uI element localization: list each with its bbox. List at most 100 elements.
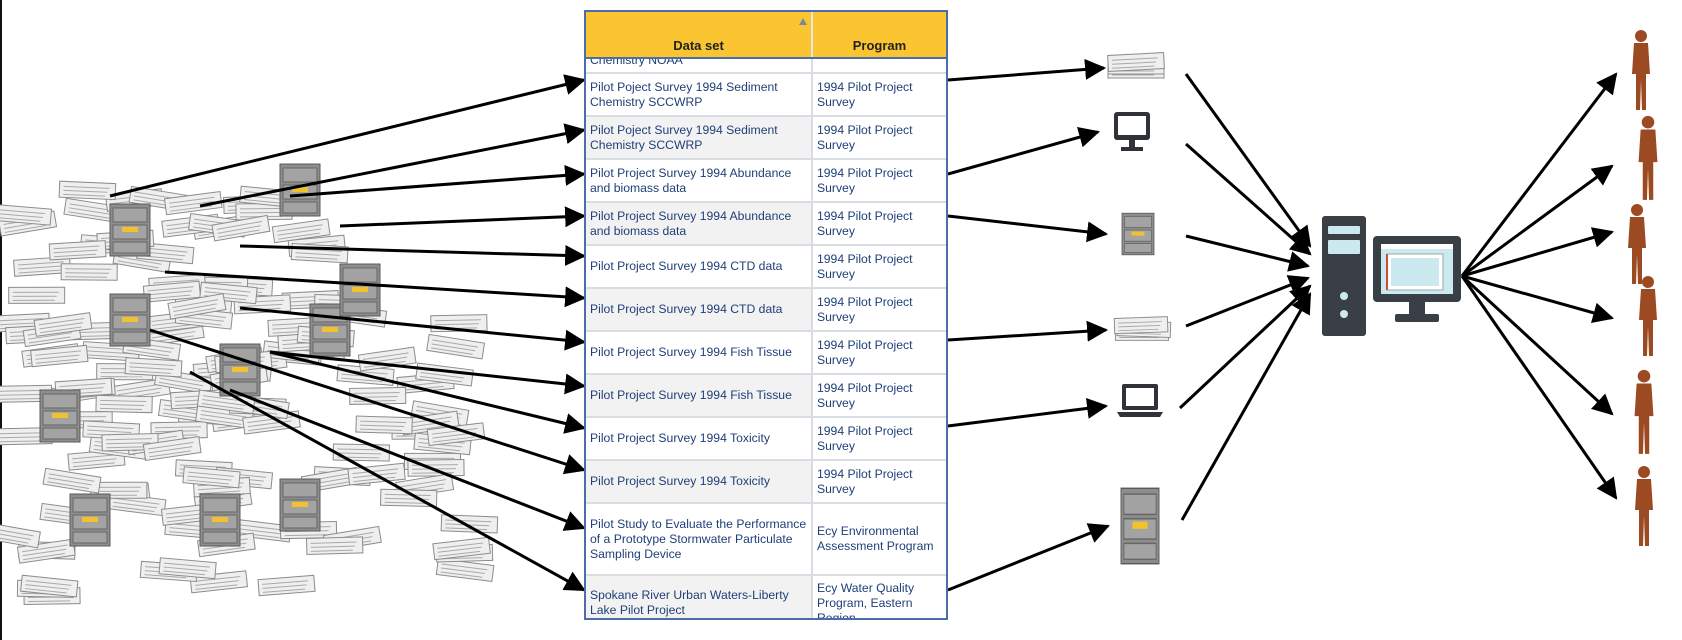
column-header-program[interactable]: Program — [813, 12, 946, 57]
program-link[interactable]: 1994 Pilot Project Survey — [817, 208, 913, 238]
arrow-papers-1-to-hub — [1184, 73, 1312, 248]
program-link[interactable]: Ecy Environmental Assessment Program — [817, 524, 934, 553]
arrow-hub-to-person-1 — [1460, 72, 1618, 277]
column-header-label: Program — [852, 38, 907, 53]
program-cell[interactable]: 1994 Pilot Project Survey — [813, 246, 946, 287]
program-link[interactable]: Ecy Water Quality Program, Eastern Regio… — [817, 580, 915, 620]
arrow-hub-to-person-3 — [1461, 227, 1615, 278]
data-set-cell[interactable]: Pilot Project Survey 1994 Abundance and … — [586, 203, 813, 244]
data-set-link[interactable]: Pilot Project Survey 1994 CTD data — [590, 302, 783, 316]
paper-sheet-icon — [124, 357, 183, 378]
column-header-data-set[interactable]: Data set — [586, 12, 813, 57]
arrow-table-to-papers-1 — [947, 58, 1107, 82]
data-set-link[interactable]: Pilot Project Survey 1994 CTD data — [590, 259, 783, 273]
program-cell[interactable]: 1994 Pilot Project Survey — [813, 289, 946, 330]
table-row: Pilot Project Survey 1994 Abundance and … — [586, 203, 946, 246]
data-set-link[interactable]: Pilot Poject Survey 1994 Sediment Chemis… — [590, 122, 778, 152]
paper-sheet-icon — [0, 203, 52, 226]
program-cell[interactable]: 1994 Pilot Project Survey — [813, 117, 946, 158]
program-cell[interactable]: Ecy Water Quality Program, Eastern Regio… — [813, 576, 946, 620]
arrow-cabinet-2-to-hub — [1180, 292, 1312, 521]
program-link[interactable]: 1994 Pilot Project Survey — [817, 122, 913, 152]
data-set-link[interactable]: Pilot Project Survey 1994 Toxicity — [590, 474, 770, 488]
arrow-monitor-to-hub — [1185, 142, 1312, 256]
program-link[interactable]: 1994 Pilot Project Survey — [817, 380, 913, 410]
program-cell[interactable]: 1994 Pilot Project Survey — [813, 160, 946, 201]
program-link[interactable]: 1994 Pilot Project Survey — [817, 165, 913, 195]
arrow-table-to-laptop — [947, 397, 1109, 428]
paper-sheet-icon — [58, 180, 117, 201]
data-set-link[interactable]: Pilot Project Survey 1994 Abundance and … — [590, 208, 792, 238]
desktop-computer-icon — [1322, 216, 1461, 336]
file-cabinet-icon — [69, 493, 111, 547]
data-set-link[interactable]: Pilot Poject Survey 1994 Sediment Chemis… — [590, 79, 778, 109]
data-set-link[interactable]: Pilot Project Survey 1994 Toxicity — [590, 431, 770, 445]
arrow-table-to-cabinet-1 — [947, 214, 1109, 243]
arrow-pile-to-row-9 — [269, 350, 587, 434]
table-rows: Pilot Poject Survey 1994 Sediment Chemis… — [586, 74, 946, 620]
data-set-link[interactable]: Pilot Project Survey 1994 Fish Tissue — [590, 345, 792, 359]
table-row: Pilot Project Survey 1994 Abundance and … — [586, 160, 946, 203]
data-set-cell[interactable]: Pilot Project Survey 1994 Fish Tissue — [586, 375, 813, 416]
file-cabinet-icon — [109, 203, 151, 257]
paper-sheet-icon — [60, 263, 118, 281]
data-set-cell[interactable]: Pilot Poject Survey 1994 Sediment Chemis… — [586, 74, 813, 115]
paper-sheet-icon — [0, 521, 41, 549]
data-set-cell[interactable]: Pilot Project Survey 1994 CTD data — [586, 246, 813, 287]
program-cell[interactable]: 1994 Pilot Project Survey — [813, 332, 946, 373]
arrow-pile-to-row-4 — [339, 206, 587, 228]
program-link[interactable]: 1994 Pilot Project Survey — [817, 79, 913, 109]
arrow-hub-to-person-6 — [1460, 275, 1618, 500]
program-link[interactable]: 1994 Pilot Project Survey — [817, 337, 913, 367]
file-cabinet-icon — [199, 493, 241, 547]
data-set-cell[interactable]: Pilot Study to Evaluate the Performance … — [586, 504, 813, 574]
program-link[interactable]: 1994 Pilot Project Survey — [817, 423, 913, 453]
table-row: Spokane River Urban Waters-Liberty Lake … — [586, 576, 946, 620]
arrow-hub-to-person-2 — [1461, 164, 1614, 278]
paper-sheet-icon — [95, 394, 153, 414]
arrow-pile-to-row-7 — [239, 306, 587, 351]
paper-stack-icon — [1107, 52, 1165, 79]
program-cell[interactable]: 1994 Pilot Project Survey — [813, 74, 946, 115]
data-set-link[interactable]: Pilot Project Survey 1994 Fish Tissue — [590, 388, 792, 402]
arrow-table-to-papers-2 — [947, 320, 1109, 342]
person-icon — [1628, 204, 1646, 284]
person-icon — [1634, 369, 1654, 454]
table-row: Pilot Project Survey 1994 Fish Tissue 199… — [586, 332, 946, 375]
data-set-cell[interactable]: Pilot Project Survey 1994 Fish Tissue — [586, 332, 813, 373]
program-cell[interactable]: 1994 Pilot Project Survey — [813, 461, 946, 502]
paper-sheet-icon — [440, 514, 499, 534]
program-link[interactable]: 1994 Pilot Project Survey — [817, 294, 913, 324]
program-cell[interactable]: 1994 Pilot Project Survey — [813, 203, 946, 244]
arrow-papers-2-to-hub — [1185, 275, 1310, 328]
program-link[interactable]: 1994 Pilot Project Survey — [817, 251, 913, 281]
program-cell[interactable]: 1994 Pilot Project Survey — [813, 418, 946, 459]
icons-to-hub-arrows — [1178, 73, 1312, 521]
paper-sheet-icon — [257, 574, 316, 597]
person-icon — [1635, 466, 1653, 546]
data-set-cell[interactable]: Pilot Project Survey 1994 CTD data — [586, 289, 813, 330]
pile-to-table-arrows — [109, 74, 587, 592]
table-header: Data set Program — [586, 12, 946, 59]
data-set-cell[interactable]: Pilot Project Survey 1994 Toxicity — [586, 461, 813, 502]
file-cabinet-icon — [39, 389, 81, 443]
data-set-link[interactable]: Pilot Project Survey 1994 Abundance and … — [590, 165, 792, 195]
data-set-cell[interactable]: Pilot Poject Survey 1994 Sediment Chemis… — [586, 117, 813, 158]
arrow-pile-to-row-10 — [149, 328, 586, 475]
person-icon — [1632, 30, 1650, 110]
file-cabinet-icon — [1121, 212, 1155, 256]
data-set-cell[interactable]: Pilot Project Survey 1994 Abundance and … — [586, 160, 813, 201]
data-set-link[interactable]: Pilot Study to Evaluate the Performance … — [590, 516, 807, 561]
data-set-cell[interactable]: Pilot Project Survey 1994 Toxicity — [586, 418, 813, 459]
arrow-pile-to-row-2 — [199, 123, 587, 208]
data-set-cell[interactable]: Spokane River Urban Waters-Liberty Lake … — [586, 576, 813, 618]
table-row: Pilot Project Survey 1994 Toxicity 1994 P… — [586, 418, 946, 461]
hub-to-people-arrows — [1460, 72, 1618, 500]
person-icon — [1639, 276, 1657, 356]
program-cell[interactable]: Ecy Environmental Assessment Program — [813, 504, 946, 574]
table-row: Pilot Project Survey 1994 Fish Tissue 199… — [586, 375, 946, 418]
program-link[interactable]: 1994 Pilot Project Survey — [817, 466, 913, 496]
data-set-link[interactable]: Spokane River Urban Waters-Liberty Lake … — [590, 588, 789, 617]
program-cell[interactable]: 1994 Pilot Project Survey — [813, 375, 946, 416]
sort-ascending-icon[interactable] — [799, 18, 807, 25]
